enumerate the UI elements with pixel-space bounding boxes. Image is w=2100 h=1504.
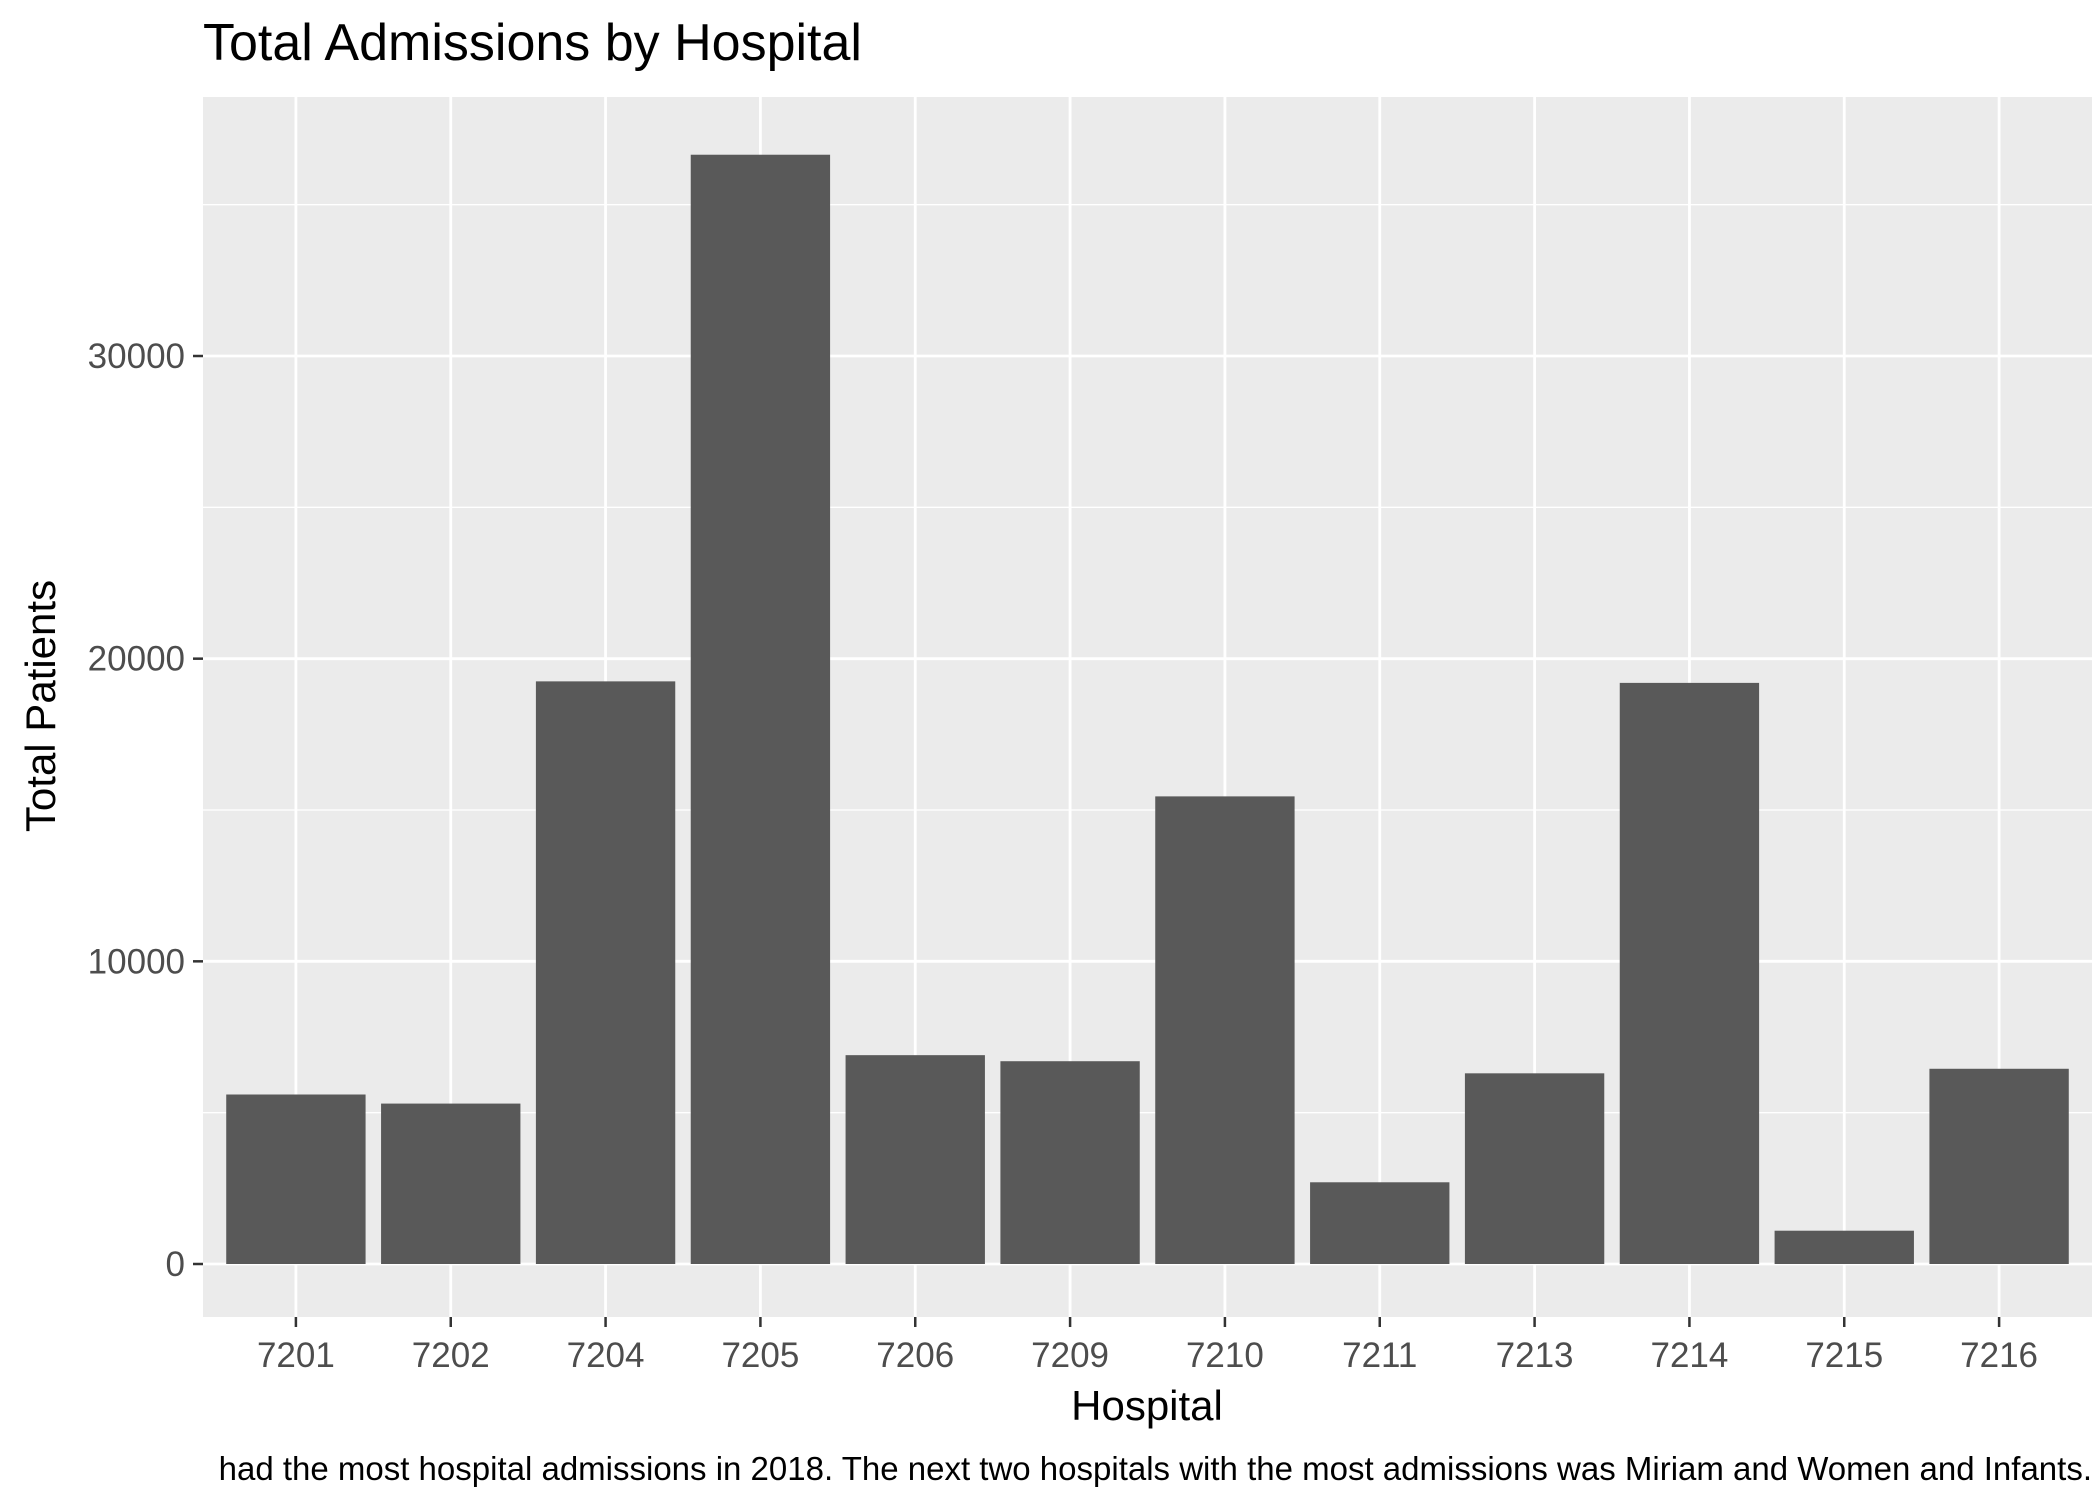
x-tick-label-7216: 7216 [1960,1336,2038,1375]
y-tick-label: 0 [166,1245,185,1284]
bar-7202 [381,1103,521,1264]
bar-7206 [845,1055,985,1264]
bar-7211 [1310,1182,1450,1264]
bars [226,154,2069,1264]
x-tick-label-7210: 7210 [1186,1336,1264,1375]
x-tick-label-7206: 7206 [876,1336,954,1375]
bar-7204 [535,681,676,1264]
x-tick-label-7202: 7202 [412,1336,490,1375]
bar-7213 [1464,1073,1605,1264]
y-tick-label: 30000 [88,337,185,376]
x-tick-label-7214: 7214 [1650,1336,1728,1375]
x-tick-label-7211: 7211 [1342,1336,1417,1375]
x-tick-label-7213: 7213 [1496,1336,1574,1375]
chart-caption: had the most hospital admissions in 2018… [219,1450,2092,1487]
x-tick-label-7205: 7205 [721,1336,799,1375]
y-axis: 0 10000 20000 30000 [88,337,203,1284]
bar-7205 [690,154,831,1264]
y-axis-label: Total Patients [17,580,64,832]
y-tick-label: 20000 [88,640,185,679]
bar-7209 [1000,1061,1140,1264]
chart-title: Total Admissions by Hospital [203,14,862,72]
bar-7216 [1929,1068,2069,1264]
x-tick-label-7209: 7209 [1031,1336,1109,1375]
x-axis: 7201 7202 7204 7205 7206 7209 7210 7211 7213 7214… [257,1317,2038,1375]
bar-7201 [226,1094,366,1264]
x-axis-label: Hospital [1071,1382,1223,1429]
bar-7214 [1619,682,1760,1264]
x-tick-label-7204: 7204 [567,1336,645,1375]
x-tick-label-7201: 7201 [257,1336,335,1375]
bar-7215 [1774,1230,1914,1264]
x-tick-label-7215: 7215 [1805,1336,1883,1375]
bar-7210 [1155,796,1295,1264]
y-tick-label: 10000 [88,942,185,981]
